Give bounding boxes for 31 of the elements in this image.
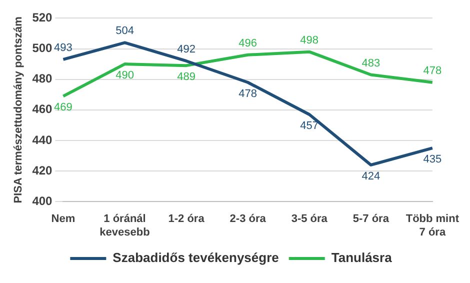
- data-label: 478: [423, 64, 442, 77]
- data-label: 469: [54, 102, 72, 114]
- data-label: 424: [362, 170, 380, 182]
- data-label: 492: [177, 44, 196, 56]
- y-axis-title: PISA természettudomány pontszám: [12, 16, 25, 204]
- data-label: 490: [116, 70, 134, 82]
- x-tick-label: Nem: [51, 213, 76, 226]
- data-label: 496: [238, 37, 257, 50]
- x-tick-label: 1 óránál kevesebb: [100, 213, 150, 238]
- y-tick-label: 420: [32, 163, 53, 178]
- data-label: 478: [238, 88, 257, 100]
- x-tick-label: 3-5 óra: [291, 213, 328, 226]
- y-tick-label: 440: [32, 132, 53, 147]
- data-label: 504: [116, 25, 134, 38]
- data-label: 498: [300, 34, 319, 46]
- x-tick-label: Több mint 7 óra: [406, 213, 460, 238]
- data-label: 457: [300, 120, 319, 132]
- data-label: 483: [362, 57, 380, 70]
- legend-label: Tanulásra: [331, 250, 393, 266]
- y-tick-label: 520: [32, 10, 53, 25]
- data-label: 493: [54, 42, 72, 54]
- data-label: 489: [177, 71, 196, 84]
- y-tick-label: 460: [32, 102, 53, 116]
- y-tick-label: 400: [32, 194, 53, 208]
- x-tick-label: 5-7 óra: [352, 213, 390, 226]
- legend-label: Szabadidős tevékenységre: [112, 250, 279, 266]
- data-label: 435: [423, 154, 442, 166]
- y-tick-label: 480: [32, 72, 53, 86]
- x-tick-label: 1-2 óra: [168, 213, 206, 226]
- y-tick-label: 500: [32, 41, 53, 56]
- x-tick-label: 2-3 óra: [230, 213, 267, 226]
